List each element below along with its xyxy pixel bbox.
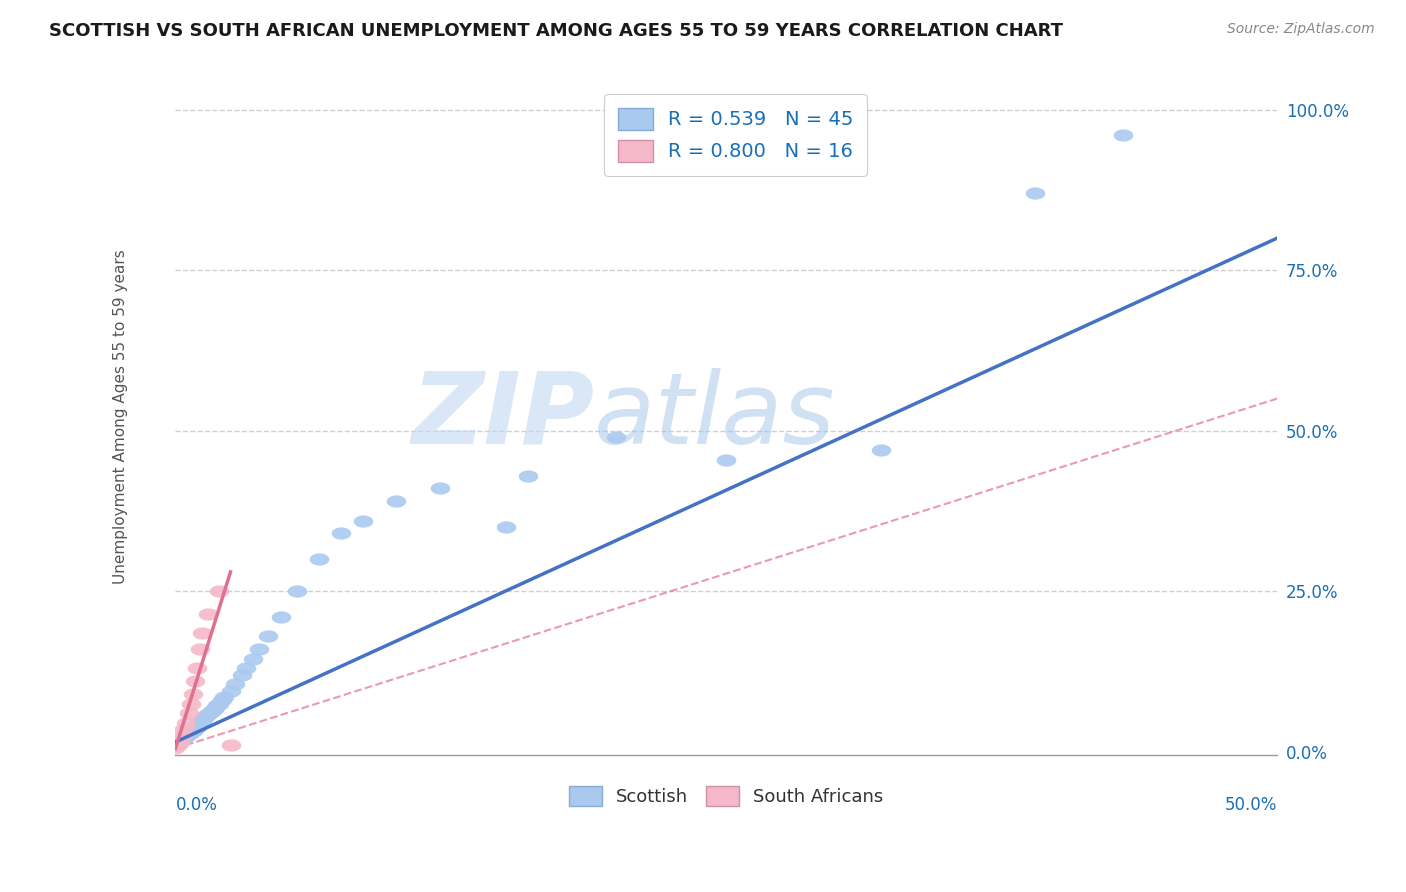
Point [385, 494, 408, 508]
Text: 50.0%: 50.0% [1225, 796, 1278, 814]
Point [165, 741, 187, 756]
Point [200, 705, 222, 719]
Point [169, 735, 191, 749]
Point [184, 723, 207, 737]
Point [181, 724, 204, 739]
Point [188, 642, 211, 657]
Point [257, 629, 280, 643]
Text: 0.0%: 0.0% [176, 796, 218, 814]
Point [165, 739, 187, 753]
Point [197, 607, 219, 621]
Point [270, 610, 292, 624]
Point [224, 677, 246, 691]
Point [235, 661, 257, 675]
Point [208, 584, 231, 599]
Point [208, 697, 231, 711]
Point [173, 723, 195, 737]
Legend: Scottish, South Africans: Scottish, South Africans [562, 779, 891, 814]
Point [193, 711, 215, 725]
Text: Source: ZipAtlas.com: Source: ZipAtlas.com [1227, 22, 1375, 37]
Point [186, 717, 208, 731]
Point [204, 701, 226, 715]
Point [186, 720, 208, 734]
Point [169, 735, 191, 749]
Point [173, 731, 195, 745]
Point [184, 674, 207, 689]
Point [219, 683, 242, 698]
Point [180, 725, 202, 739]
Point [329, 526, 352, 541]
Point [207, 698, 229, 713]
Point [429, 482, 451, 496]
Point [308, 552, 330, 566]
Text: ZIP: ZIP [411, 368, 595, 465]
Point [716, 452, 738, 467]
Point [605, 430, 627, 444]
Text: SCOTTISH VS SOUTH AFRICAN UNEMPLOYMENT AMONG AGES 55 TO 59 YEARS CORRELATION CHA: SCOTTISH VS SOUTH AFRICAN UNEMPLOYMENT A… [49, 22, 1063, 40]
Point [352, 514, 374, 528]
Point [177, 706, 200, 721]
Point [201, 703, 224, 717]
Point [188, 715, 211, 730]
Point [495, 520, 517, 534]
Point [177, 727, 200, 741]
Text: Unemployment Among Ages 55 to 59 years: Unemployment Among Ages 55 to 59 years [112, 249, 128, 583]
Point [176, 715, 198, 730]
Point [212, 690, 235, 705]
Point [170, 731, 193, 746]
Point [186, 661, 208, 675]
Point [219, 739, 242, 753]
Point [211, 693, 233, 707]
Point [517, 468, 540, 483]
Point [166, 739, 188, 753]
Point [231, 667, 253, 681]
Point [242, 651, 264, 665]
Point [170, 729, 193, 743]
Point [180, 697, 202, 711]
Point [247, 642, 270, 657]
Point [176, 729, 198, 743]
Text: atlas: atlas [595, 368, 835, 465]
Point [191, 626, 214, 640]
Point [191, 714, 214, 728]
Point [197, 707, 219, 722]
Point [1024, 186, 1046, 200]
Point [181, 687, 204, 701]
Point [869, 442, 891, 457]
Point [1112, 128, 1135, 143]
Point [285, 584, 308, 599]
Point [195, 709, 218, 723]
Point [165, 733, 187, 747]
